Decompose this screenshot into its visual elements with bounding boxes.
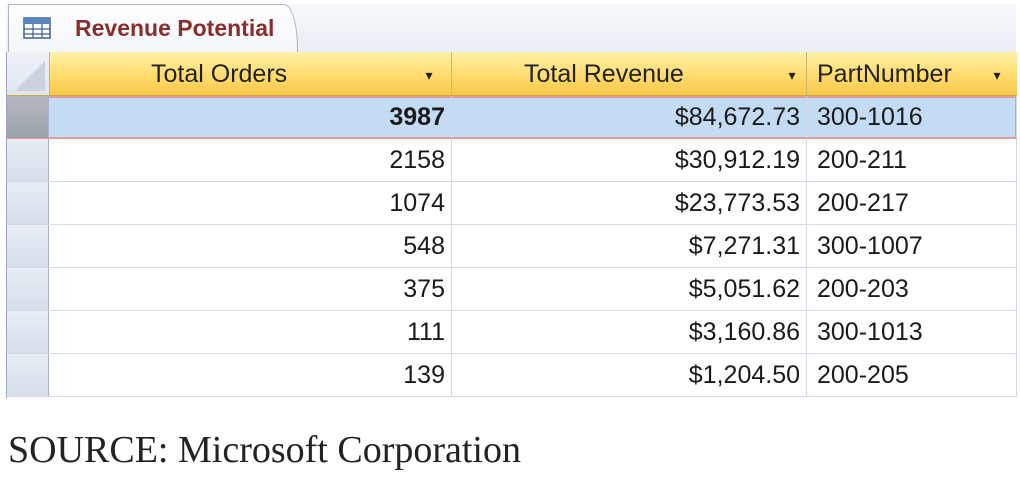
- chevron-down-icon[interactable]: ▾: [425, 67, 433, 83]
- chevron-down-icon[interactable]: ▾: [993, 67, 1001, 83]
- cell-total-orders[interactable]: 2158: [49, 139, 452, 181]
- cell-total-orders[interactable]: 139: [49, 354, 452, 396]
- cell-part-number[interactable]: 300-1007: [807, 225, 1017, 267]
- row-selector[interactable]: [7, 354, 49, 396]
- table-row[interactable]: 3987 $84,672.73 300-1016: [7, 96, 1017, 139]
- table-row[interactable]: 375 $5,051.62 200-203: [7, 268, 1017, 311]
- table-row[interactable]: 2158 $30,912.19 200-211: [7, 139, 1017, 182]
- document-tab-strip: Revenue Potential: [6, 4, 1016, 52]
- tab-revenue-potential[interactable]: Revenue Potential: [8, 4, 298, 52]
- cell-total-orders[interactable]: 375: [49, 268, 452, 310]
- table-row[interactable]: 139 $1,204.50 200-205: [7, 354, 1017, 397]
- table-icon: [23, 17, 51, 39]
- cell-part-number[interactable]: 300-1013: [807, 311, 1017, 353]
- cell-part-number[interactable]: 200-211: [807, 139, 1017, 181]
- column-header-row: Total Orders ▾ Total Revenue ▾ PartNumbe…: [7, 52, 1017, 96]
- cell-part-number[interactable]: 200-203: [807, 268, 1017, 310]
- cell-total-revenue[interactable]: $84,672.73: [452, 96, 807, 138]
- cell-total-revenue[interactable]: $1,204.50: [452, 354, 807, 396]
- cell-part-number[interactable]: 200-217: [807, 182, 1017, 224]
- table-row[interactable]: 548 $7,271.31 300-1007: [7, 225, 1017, 268]
- chevron-down-icon[interactable]: ▾: [788, 67, 796, 83]
- row-selector[interactable]: [7, 225, 49, 267]
- row-selector[interactable]: [7, 182, 49, 224]
- column-header-label: PartNumber: [817, 60, 952, 88]
- table-row[interactable]: 1074 $23,773.53 200-217: [7, 182, 1017, 225]
- select-all-button[interactable]: [7, 52, 50, 95]
- column-header-part-number[interactable]: PartNumber ▾: [807, 52, 1017, 95]
- row-selector[interactable]: [7, 139, 49, 181]
- source-caption: SOURCE: Microsoft Corporation: [8, 429, 521, 471]
- column-header-total-orders[interactable]: Total Orders ▾: [49, 52, 452, 95]
- column-header-label: Total Revenue: [524, 60, 684, 88]
- row-selector[interactable]: [7, 268, 49, 310]
- cell-total-orders[interactable]: 111: [49, 311, 452, 353]
- column-header-label: Total Orders: [151, 60, 288, 88]
- row-selector[interactable]: [7, 96, 49, 138]
- cell-total-revenue[interactable]: $5,051.62: [452, 268, 807, 310]
- cell-total-orders[interactable]: 1074: [49, 182, 452, 224]
- column-header-total-revenue[interactable]: Total Revenue ▾: [452, 52, 807, 95]
- cell-part-number[interactable]: 200-205: [807, 354, 1017, 396]
- cell-total-revenue[interactable]: $3,160.86: [452, 311, 807, 353]
- datasheet-window: Revenue Potential Total Orders ▾ Total R…: [6, 4, 1017, 398]
- cell-total-revenue[interactable]: $23,773.53: [452, 182, 807, 224]
- table-row[interactable]: 111 $3,160.86 300-1013: [7, 311, 1017, 354]
- cell-total-revenue[interactable]: $7,271.31: [452, 225, 807, 267]
- cell-total-orders[interactable]: 548: [49, 225, 452, 267]
- tab-title: Revenue Potential: [75, 15, 275, 41]
- cell-total-orders[interactable]: 3987: [49, 96, 452, 138]
- datasheet-grid: Total Orders ▾ Total Revenue ▾ PartNumbe…: [6, 52, 1017, 398]
- row-selector[interactable]: [7, 311, 49, 353]
- cell-part-number[interactable]: 300-1016: [807, 96, 1017, 138]
- cell-total-revenue[interactable]: $30,912.19: [452, 139, 807, 181]
